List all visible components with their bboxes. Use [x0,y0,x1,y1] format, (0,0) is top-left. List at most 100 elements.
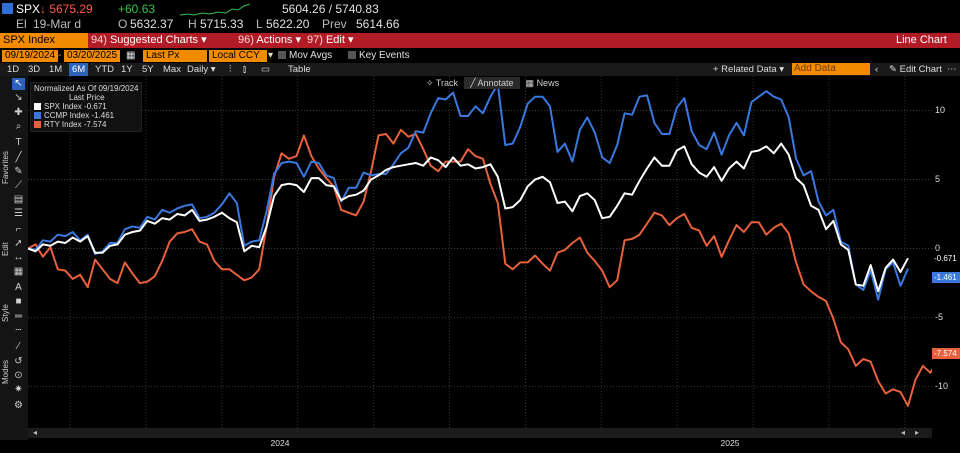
line-style-icon[interactable]: ┄ [15,325,22,336]
period-6m[interactable]: 6M [69,63,89,76]
series-line-rty[interactable] [28,128,932,407]
grid-icon[interactable]: ▦ [13,266,24,277]
line-width-icon[interactable]: ═ [14,311,23,322]
fill-color-icon[interactable]: ■ [15,296,22,307]
calendar-icon[interactable]: ▦ [126,50,136,61]
legend-name: SPX Index [44,102,82,111]
text-tool-icon[interactable]: T [15,137,22,148]
currency-select[interactable]: Local CCY [209,50,267,62]
menu-bar [0,33,960,48]
menu-num: 97) [307,34,323,46]
magnifier-icon[interactable]: ⌕ [15,121,22,132]
table-button[interactable]: Table [288,64,311,75]
menu-actions[interactable]: 96) Actions ▾ [238,33,301,48]
brush-icon[interactable]: ⌐ [15,224,22,235]
frequency-select[interactable]: Daily ▾ [184,63,219,76]
line-tool-icon[interactable]: ╱ [15,152,22,163]
gear-icon[interactable]: ⚙ [14,400,23,411]
track-label: Track [435,78,459,88]
bar-style-icon[interactable]: ⫾ [243,64,247,75]
pointer-icon[interactable]: ↘ [14,92,23,103]
frequency-label: Daily [187,64,209,75]
text-color-icon[interactable]: A [15,282,22,293]
y-tick-label: 10 [935,104,946,115]
ticker[interactable]: SPX [16,2,41,16]
series-line-spx[interactable] [28,142,909,293]
legend-swatch [34,121,41,128]
period-max[interactable]: Max [163,64,181,75]
annotate-toolbar: ✧ Track ╱ Annotate ▦ News [420,77,565,89]
legend-entry-rty[interactable]: RTY Index -7.574 [34,120,106,129]
collapse-icon[interactable]: ‹ [875,64,879,75]
edit-chart-button[interactable]: ✎ Edit Chart [886,63,945,76]
series-line-ccmp[interactable] [28,83,909,301]
period-5y[interactable]: 5Y [142,64,154,75]
chart-plot-area[interactable] [28,76,932,428]
high-value: 5715.33 [200,17,244,31]
news-button[interactable]: ▦ News [520,77,566,89]
chart-legend[interactable]: Normalized As Of 09/19/2024 Last Price S… [30,82,142,132]
quote-date: 19-Mar d [33,17,82,31]
mov-avgs-checkbox[interactable]: Mov Avgs [278,50,332,62]
high-label: H [188,17,197,31]
scroll-left-end-icon[interactable]: ◂ [900,428,905,437]
security-input[interactable]: SPX Index [0,33,88,48]
trend-icon[interactable]: ⟋ [15,180,22,191]
end-date-field[interactable]: 03/20/2025 [64,50,121,62]
settings-icon[interactable]: ✷ [14,384,23,395]
change: +60.63 [118,2,156,16]
add-data-input[interactable]: Add Data [792,63,870,75]
favorites-label: Favorites [1,151,10,184]
key-events-label: Key Events [359,50,410,61]
menu-suggested-charts[interactable]: 94) Suggested Charts ▾ [91,33,207,48]
legend-value: -1.461 [91,111,115,120]
legend-entry-spx[interactable]: SPX Index -0.671 [34,102,107,111]
scroll-left-icon[interactable]: ◂ [32,428,37,437]
more-icon[interactable]: ⋯ [947,64,957,75]
menu-edit[interactable]: 97) Edit ▾ [307,33,354,48]
reset-icon[interactable]: ↺ [14,356,23,367]
annotate-label: Annotate [477,78,514,88]
related-data-label: + Related Data [713,64,777,75]
period-1m[interactable]: 1M [49,64,63,75]
checkbox-icon [348,51,356,59]
price-field-select[interactable]: Last Px [143,50,207,62]
candlestick-icon[interactable]: ⫶ [229,64,232,75]
edit-label: Edit [1,242,10,256]
period-1d[interactable]: 1D [7,64,20,75]
menu-label: Actions [256,34,293,46]
chevron-down-icon: ▾ [210,64,216,75]
measure-icon[interactable]: ↔ [13,252,24,263]
y-tick-label: 5 [935,173,941,184]
pen-icon[interactable]: ⁄ [17,341,20,352]
time-scrollbar[interactable]: ◂ ◂ ▸ [28,428,932,438]
period-ytd[interactable]: YTD [95,64,114,75]
channel-icon[interactable]: ▤ [13,194,24,205]
period-1y[interactable]: 1Y [121,64,133,75]
track-button[interactable]: ✧ Track [420,77,464,89]
prev-value: 5614.66 [356,17,400,31]
edit-chart-label: Edit Chart [899,64,942,75]
chevron-down-icon: ▾ [779,64,785,75]
menu-label: Suggested Charts [109,34,199,46]
start-date-field[interactable]: 09/19/2024 [2,50,59,62]
pencil-icon[interactable]: ✎ [14,166,23,177]
fib-icon[interactable]: ☰ [14,208,23,219]
lock-icon[interactable]: ⊙ [14,370,23,381]
related-data-button[interactable]: + Related Data ▾ [710,63,787,76]
scroll-right-icon[interactable]: ▸ [914,428,919,437]
crosshair-icon[interactable]: ✚ [14,107,23,118]
cursor-icon[interactable]: ↖ [12,78,25,90]
period-row [0,63,960,76]
arrow-tool-icon[interactable]: ➚ [14,238,23,249]
key-events-checkbox[interactable]: Key Events [348,50,410,62]
legend-entry-ccmp[interactable]: CCMP Index -1.461 [34,111,114,120]
table-icon[interactable]: ▭ [261,64,270,75]
sparkline-icon [180,3,250,16]
annotate-button[interactable]: ╱ Annotate [464,77,520,89]
dropdown-arrow-icon[interactable]: ▾ [268,50,274,61]
period-3d[interactable]: 3D [28,64,41,75]
menu-num: 96) [238,34,254,46]
legend-name: CCMP Index [44,111,90,120]
